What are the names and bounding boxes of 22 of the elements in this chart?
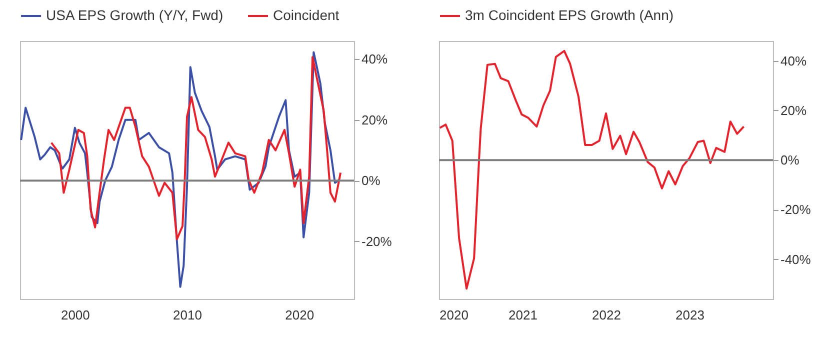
y-tick-label: 0% — [780, 152, 800, 168]
x-tick-label: 2000 — [60, 308, 90, 322]
y-tick-label: 0% — [362, 173, 381, 188]
line-series — [438, 50, 745, 290]
line-series — [20, 51, 340, 288]
x-tick-label: 2022 — [592, 308, 621, 322]
y-tick-label: -20% — [362, 234, 392, 249]
y-tick-label: -40% — [780, 252, 812, 267]
line-series — [50, 56, 342, 240]
y-tick-label: 40% — [362, 52, 388, 67]
y-tick-label: 40% — [780, 53, 807, 68]
x-tick-label: 2023 — [676, 308, 704, 322]
y-tick-label: -20% — [780, 202, 812, 218]
legend-label: Coincident — [273, 7, 340, 23]
legend-label: USA EPS Growth (Y/Y, Fwd) — [46, 7, 224, 23]
x-tick-label: 2010 — [173, 308, 202, 322]
legend-label: 3m Coincident EPS Growth (Ann) — [465, 7, 674, 23]
y-tick-label: 20% — [362, 112, 388, 128]
x-tick-label: 2021 — [508, 308, 538, 322]
x-tick-label: 2020 — [285, 308, 314, 322]
x-tick-label: 2020 — [440, 308, 468, 322]
y-tick-label: 20% — [780, 102, 807, 118]
